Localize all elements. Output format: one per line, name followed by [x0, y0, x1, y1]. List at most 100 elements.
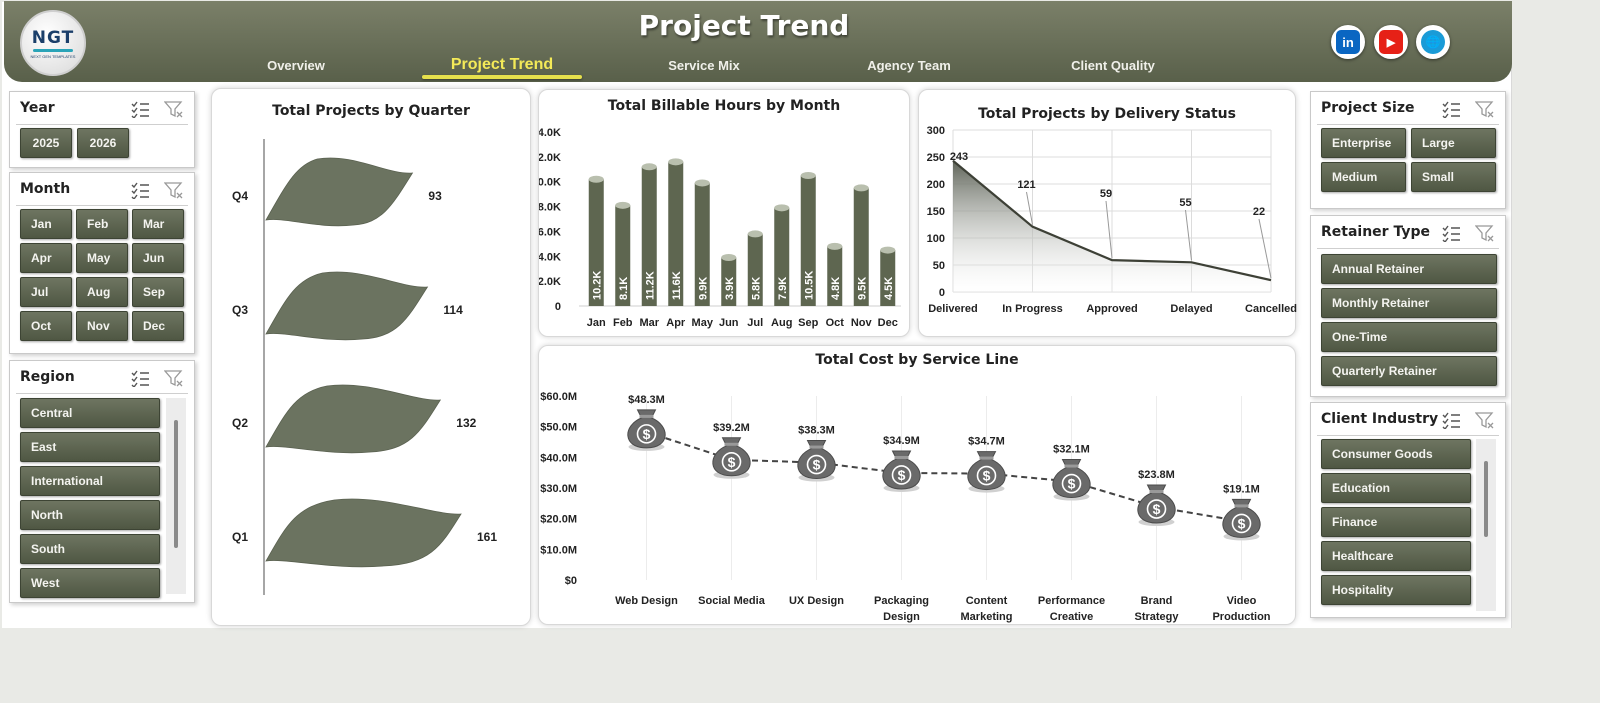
- region-east[interactable]: East: [20, 432, 160, 462]
- region-central[interactable]: Central: [20, 398, 160, 428]
- month-bar[interactable]: [880, 250, 896, 306]
- retainer-quarterly[interactable]: Quarterly Retainer: [1321, 356, 1497, 386]
- dollar-sign: $: [898, 467, 906, 483]
- slicer-title: Region: [20, 369, 75, 385]
- month-bar[interactable]: [668, 161, 684, 306]
- region-north[interactable]: North: [20, 500, 160, 530]
- x-tick-label: Jan: [587, 317, 606, 329]
- x-tick-label: Video: [1227, 595, 1257, 607]
- money-bag-icon[interactable]: [882, 450, 921, 490]
- industry-hospitality[interactable]: Hospitality: [1321, 575, 1471, 605]
- data-label: 114: [443, 303, 463, 317]
- multi-select-icon[interactable]: [1441, 100, 1461, 118]
- money-bag-icon[interactable]: [712, 437, 751, 477]
- multi-select-icon[interactable]: [130, 369, 150, 387]
- bag-coin-ring: [1146, 499, 1167, 519]
- bar-cap: [827, 242, 843, 250]
- youtube-button[interactable]: ▶: [1374, 25, 1408, 59]
- size-medium[interactable]: Medium: [1321, 162, 1406, 192]
- clear-filter-icon[interactable]: [164, 369, 184, 387]
- dollar-sign: $: [1153, 501, 1161, 517]
- year-2025[interactable]: 2025: [20, 128, 72, 158]
- month-jun[interactable]: Jun: [132, 243, 184, 273]
- region-south[interactable]: South: [20, 534, 160, 564]
- linkedin-button[interactable]: in: [1331, 25, 1365, 59]
- month-bar[interactable]: [774, 207, 790, 306]
- money-bag-icon[interactable]: [1137, 484, 1176, 524]
- month-bar[interactable]: [588, 179, 604, 306]
- retainer-one-time[interactable]: One-Time: [1321, 322, 1497, 352]
- month-nov[interactable]: Nov: [76, 311, 128, 341]
- region-west[interactable]: West: [20, 568, 160, 598]
- size-enterprise[interactable]: Enterprise: [1321, 128, 1406, 158]
- money-bag-icon[interactable]: [627, 409, 666, 449]
- bar-cap: [641, 163, 657, 171]
- month-bar[interactable]: [641, 166, 657, 306]
- month-bar[interactable]: [800, 175, 816, 307]
- money-bag-icon[interactable]: [967, 451, 1006, 491]
- month-bar[interactable]: [721, 257, 737, 306]
- nav-service-mix[interactable]: Service Mix: [668, 58, 740, 73]
- status-line[interactable]: [952, 159, 1272, 282]
- month-bar[interactable]: [694, 182, 710, 306]
- industry-finance[interactable]: Finance: [1321, 507, 1471, 537]
- quarter-flag-bar[interactable]: [265, 157, 414, 227]
- youtube-icon: ▶: [1379, 30, 1403, 54]
- y-tick-label: 0: [939, 287, 945, 299]
- multi-select-icon[interactable]: [1441, 411, 1461, 429]
- industry-healthcare[interactable]: Healthcare: [1321, 541, 1471, 571]
- month-may[interactable]: May: [76, 243, 128, 273]
- clear-filter-icon[interactable]: [1475, 224, 1495, 242]
- month-aug[interactable]: Aug: [76, 277, 128, 307]
- dollar-sign: $: [983, 468, 991, 484]
- month-feb[interactable]: Feb: [76, 209, 128, 239]
- year-2026[interactable]: 2026: [77, 128, 129, 158]
- scroll-thumb[interactable]: [1484, 461, 1488, 537]
- money-bag-icon[interactable]: [1052, 459, 1091, 499]
- category-label: Q2: [232, 416, 248, 430]
- clear-filter-icon[interactable]: [164, 100, 184, 118]
- multi-select-icon[interactable]: [1441, 224, 1461, 242]
- size-large[interactable]: Large: [1411, 128, 1496, 158]
- multi-select-icon[interactable]: [130, 181, 150, 199]
- month-mar[interactable]: Mar: [132, 209, 184, 239]
- month-jul[interactable]: Jul: [20, 277, 72, 307]
- nav-overview[interactable]: Overview: [267, 58, 325, 73]
- money-bag-icon[interactable]: [797, 440, 836, 480]
- industry-education[interactable]: Education: [1321, 473, 1471, 503]
- month-bar[interactable]: [827, 246, 843, 306]
- month-jan[interactable]: Jan: [20, 209, 72, 239]
- month-oct[interactable]: Oct: [20, 311, 72, 341]
- logo[interactable]: NGT NEXT GEN TEMPLATES: [20, 10, 86, 76]
- nav-client-quality[interactable]: Client Quality: [1071, 58, 1155, 73]
- nav-project-trend[interactable]: Project Trend: [450, 56, 554, 73]
- quarter-flag-bar[interactable]: [265, 498, 462, 568]
- logo-swoosh: [33, 48, 73, 52]
- size-small[interactable]: Small: [1411, 162, 1496, 192]
- month-bar[interactable]: [615, 205, 631, 306]
- month-bar[interactable]: [747, 233, 763, 306]
- month-dec[interactable]: Dec: [132, 311, 184, 341]
- month-bar[interactable]: [853, 187, 869, 306]
- month-apr[interactable]: Apr: [20, 243, 72, 273]
- clear-filter-icon[interactable]: [1475, 411, 1495, 429]
- multi-select-icon[interactable]: [130, 100, 150, 118]
- region-scrollbar[interactable]: [166, 398, 186, 594]
- retainer-annual[interactable]: Annual Retainer: [1321, 254, 1497, 284]
- clear-filter-icon[interactable]: [1475, 100, 1495, 118]
- month-sep[interactable]: Sep: [132, 277, 184, 307]
- website-button[interactable]: 🌐: [1416, 25, 1450, 59]
- slicer-divider: [1317, 124, 1499, 125]
- y-tick-label: $20.0M: [540, 514, 577, 526]
- projects-by-quarter-chart: Total Projects by Quarter Q4 93 Q3 114 Q2 132…: [211, 88, 531, 626]
- nav-agency-team[interactable]: Agency Team: [867, 58, 951, 73]
- money-bag-icon[interactable]: [1222, 498, 1261, 538]
- clear-filter-icon[interactable]: [164, 181, 184, 199]
- region-international[interactable]: International: [20, 466, 160, 496]
- scroll-thumb[interactable]: [174, 420, 178, 548]
- retainer-monthly[interactable]: Monthly Retainer: [1321, 288, 1497, 318]
- industry-scrollbar[interactable]: [1476, 439, 1496, 611]
- quarter-flag-bar[interactable]: [265, 384, 442, 454]
- quarter-flag-bar[interactable]: [265, 271, 429, 341]
- industry-consumer-goods[interactable]: Consumer Goods: [1321, 439, 1471, 469]
